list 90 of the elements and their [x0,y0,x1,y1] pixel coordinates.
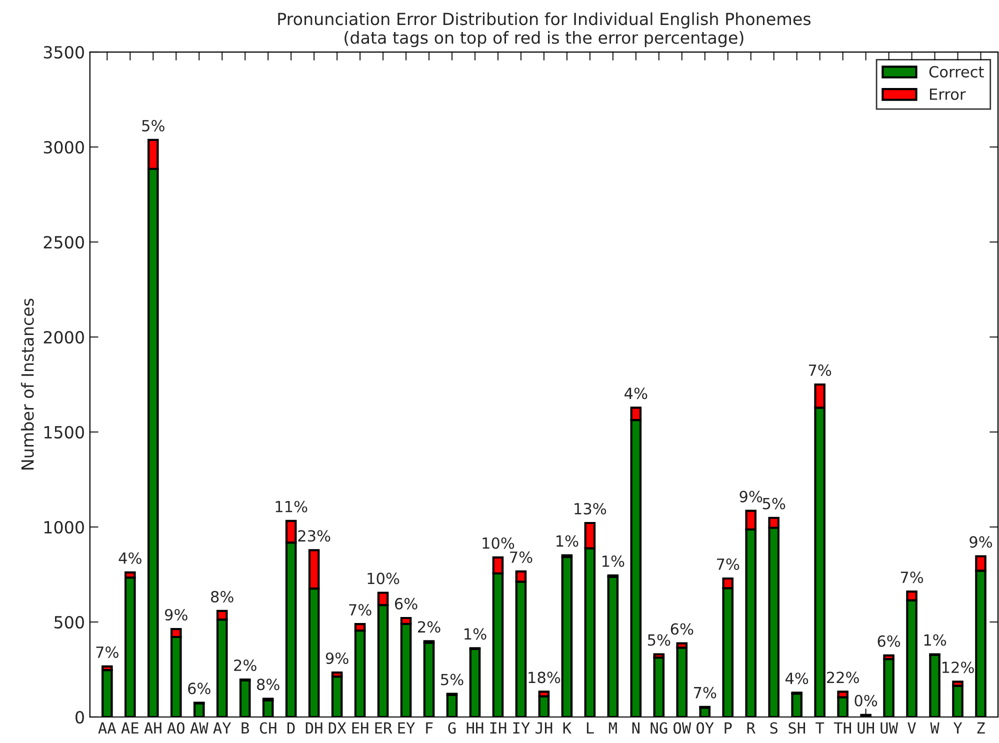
x-tick-label: DX [328,722,346,734]
annotation: 9% [326,652,348,664]
annotation: 10% [482,537,514,549]
x-tick-label: EH [352,722,368,734]
annotation: 4% [118,552,142,564]
x-tick-label: Y [953,722,962,734]
y-tick-label: 500 [54,616,84,629]
annotation: 6% [394,598,418,610]
x-tick-label: ER [375,722,392,734]
x-tick-label: IY [513,722,530,734]
x-tick-label: M [608,722,617,734]
x-tick-label: V [908,722,916,734]
x-tick-label: IH [490,722,506,734]
y-axis-title: Number of Instances [20,298,34,470]
y-tick-label: 2000 [44,330,84,344]
x-tick-label: N [632,722,640,734]
y-tick-label: 1500 [44,426,84,439]
annotation: 7% [510,551,532,563]
x-tick-label: R [747,722,756,734]
x-tick-label: AY [213,722,232,734]
annotation: 1% [464,628,486,640]
x-tick-label: OW [674,722,692,734]
annotation: 1% [924,634,946,646]
x-tick-label: DH [306,722,322,734]
x-tick-label: AO [167,722,184,734]
y-tick-label: 2500 [44,236,84,249]
y-tick-label: 3000 [44,140,84,154]
annotation: 22% [826,672,859,684]
annotation: 6% [878,635,900,647]
x-tick-label: SH [788,722,806,734]
annotation: 8% [256,678,280,690]
x-tick-label: NG [650,722,668,734]
x-tick-label: HH [466,722,484,734]
annotation: 7% [96,646,118,658]
x-tick-label: CH [260,722,276,734]
annotation: 13% [574,502,606,514]
x-tick-label: AA [98,722,116,734]
annotation: 9% [164,608,188,621]
annotation: 6% [188,682,210,694]
annotation: 7% [900,572,924,584]
annotation: 4% [624,388,648,400]
annotation: 8% [211,590,234,602]
annotation: 23% [298,530,330,542]
annotation: 5% [648,634,670,646]
annotation: 1% [602,555,624,567]
x-tick-label: UH [858,722,874,734]
y-tick-label: 3500 [44,46,84,59]
annotation: 4% [785,672,808,684]
legend-label: Error [930,88,966,100]
annotation: 7% [808,364,832,376]
annotation: 5% [441,674,464,686]
annotation: 7% [349,604,372,616]
x-tick-label: Z [977,722,985,734]
legend-label: Correct [929,66,984,78]
x-tick-label: T [816,722,824,734]
annotation: 11% [276,500,308,512]
x-tick-label: AH [144,722,162,734]
x-tick-label: UW [880,722,898,734]
chart-title: Pronunciation Error Distribution for Individual English Phonemes (data tags on top of red is the error percentage) [278,12,811,48]
annotation: 2% [234,659,256,672]
x-tick-label: S [770,722,778,734]
x-tick-label: OY [696,722,714,734]
x-tick-label: F [426,722,433,734]
y-tick-label: 0 [76,710,84,724]
annotation: 7% [694,686,716,698]
x-tick-label: K [563,722,572,734]
annotation: 10% [368,572,400,584]
annotation: 18% [528,672,560,684]
x-tick-label: EY [398,722,415,734]
y-tick-label: 1000 [44,520,84,534]
annotation: 1% [556,535,578,547]
x-tick-label: W [930,722,940,734]
x-tick-label: AW [190,722,208,734]
x-tick-label: TH [834,722,851,734]
annotation: 12% [942,662,974,674]
annotation: 7% [717,558,740,570]
x-tick-label: AE [121,722,138,734]
annotation: 6% [670,623,694,635]
x-tick-label: D [287,722,295,734]
x-tick-label: L [586,722,594,734]
annotation: 5% [762,498,786,510]
annotation: 5% [142,120,164,132]
annotation: 2% [418,621,440,633]
x-tick-label: P [724,722,732,734]
x-tick-label: B [242,722,249,734]
annotation: 0% [854,694,878,706]
annotation: 9% [740,490,762,502]
x-tick-label: JH [536,722,552,734]
x-tick-label: G [448,722,456,734]
annotation: 9% [970,536,992,548]
